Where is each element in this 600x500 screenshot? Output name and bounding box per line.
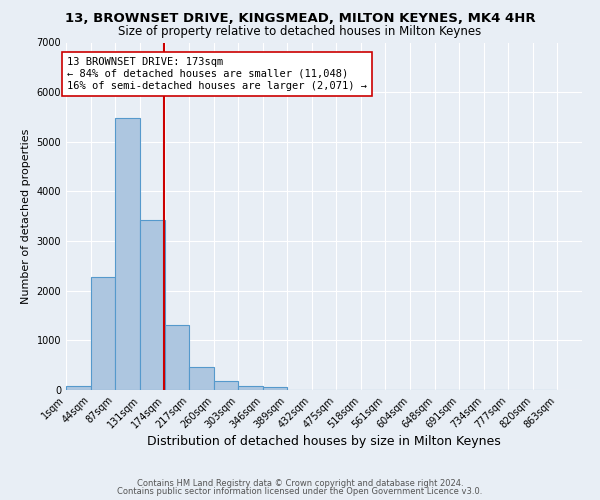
Text: Contains public sector information licensed under the Open Government Licence v3: Contains public sector information licen… (118, 488, 482, 496)
Text: Size of property relative to detached houses in Milton Keynes: Size of property relative to detached ho… (118, 25, 482, 38)
Text: 13, BROWNSET DRIVE, KINGSMEAD, MILTON KEYNES, MK4 4HR: 13, BROWNSET DRIVE, KINGSMEAD, MILTON KE… (65, 12, 535, 26)
X-axis label: Distribution of detached houses by size in Milton Keynes: Distribution of detached houses by size … (147, 436, 501, 448)
Text: Contains HM Land Registry data © Crown copyright and database right 2024.: Contains HM Land Registry data © Crown c… (137, 478, 463, 488)
Bar (214, 381, 238, 390)
Bar (140, 220, 164, 390)
Y-axis label: Number of detached properties: Number of detached properties (21, 128, 31, 304)
Bar (238, 386, 263, 390)
Bar (263, 387, 287, 390)
Bar (189, 368, 214, 390)
Text: 13 BROWNSET DRIVE: 173sqm
← 84% of detached houses are smaller (11,048)
16% of s: 13 BROWNSET DRIVE: 173sqm ← 84% of detac… (67, 58, 367, 90)
Bar (66, 386, 91, 390)
Bar (115, 118, 140, 390)
Bar (91, 278, 115, 390)
Bar (164, 325, 189, 390)
